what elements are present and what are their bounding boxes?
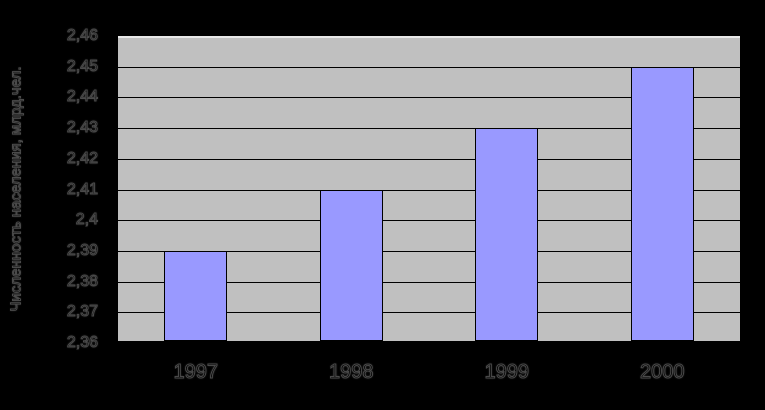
gridline [118,250,740,252]
x-axis-label-1998: 1998 [329,361,375,383]
gridline [118,97,740,99]
y-tick-label: 2,45 [66,57,98,75]
bar-2000 [630,66,694,341]
y-tick-label: 2,41 [66,180,98,198]
x-axis-label-2000: 2000 [640,361,686,383]
y-tick-label: 2,44 [66,88,98,106]
plot-area [118,36,740,343]
x-axis-label-1997: 1997 [173,361,219,383]
gridline [118,281,740,283]
gridline [118,220,740,222]
y-tick-label: 2,42 [66,149,98,167]
y-tick-label: 2,36 [66,334,98,351]
y-tick-label: 2,38 [66,272,98,290]
bar-1997 [164,250,228,341]
gridline [118,66,740,68]
gridline [118,128,740,130]
gridline [118,312,740,314]
y-tick-label: 2,39 [66,241,98,259]
bar-1999 [475,128,539,341]
y-tick-label: 2,43 [66,119,98,137]
x-axis-label-1999: 1999 [484,361,530,383]
y-tick-label: 2,37 [66,303,98,321]
y-tick-label: 2,4 [75,211,98,229]
gridline [118,189,740,191]
bar-1998 [319,189,383,341]
gridline [118,158,740,160]
y-tick-label: 2,46 [66,27,98,44]
